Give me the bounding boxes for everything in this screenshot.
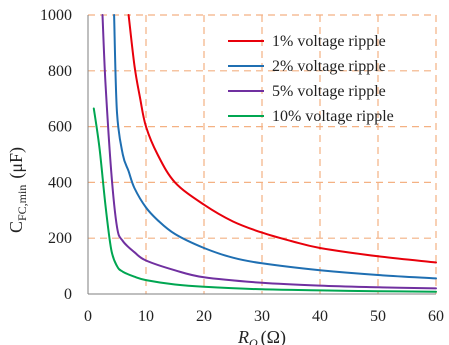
x-tick-label: 60 — [428, 308, 444, 325]
series-line-2 — [113, 14, 437, 280]
y-tick-label: 200 — [48, 230, 72, 247]
series-lines — [92, 14, 437, 293]
x-tick-label: 20 — [196, 308, 212, 325]
legend-label-1: 1% voltage ripple — [272, 33, 386, 50]
x-tick-label: 0 — [84, 308, 92, 325]
y-axis-label: CFC,min (μF) — [6, 147, 29, 233]
legend-label-4: 10% voltage ripple — [272, 108, 394, 125]
series-line-4 — [92, 107, 437, 293]
y-tick-label: 600 — [48, 119, 72, 136]
x-axis-label-sub: O — [249, 336, 258, 345]
x-tick-label: 40 — [312, 308, 328, 325]
x-tick-label: 30 — [254, 308, 270, 325]
legend: 1% voltage ripple 2% voltage ripple 5% vol… — [228, 33, 394, 125]
legend-label-3: 5% voltage ripple — [272, 83, 386, 100]
x-tick-label: 10 — [138, 308, 154, 325]
y-tick-label: 400 — [48, 174, 72, 191]
series-line-3 — [101, 14, 437, 290]
y-axis-label-unit: (μF) — [6, 147, 27, 179]
axes — [87, 15, 436, 295]
x-axis-label: RO (Ω) — [237, 327, 286, 345]
grid — [88, 14, 437, 294]
y-axis-label-main: C — [6, 221, 26, 233]
y-tick-label: 1000 — [40, 7, 72, 24]
x-axis-label-unit: (Ω) — [261, 327, 286, 345]
series-line-1 — [127, 14, 437, 264]
legend-label-2: 2% voltage ripple — [272, 58, 386, 75]
y-tick-label: 0 — [64, 286, 72, 303]
x-axis-label-main: R — [237, 327, 249, 345]
x-tick-label: 50 — [370, 308, 386, 325]
y-tick-label: 800 — [48, 63, 72, 80]
y-axis-label-sub: FC,min — [15, 185, 29, 221]
